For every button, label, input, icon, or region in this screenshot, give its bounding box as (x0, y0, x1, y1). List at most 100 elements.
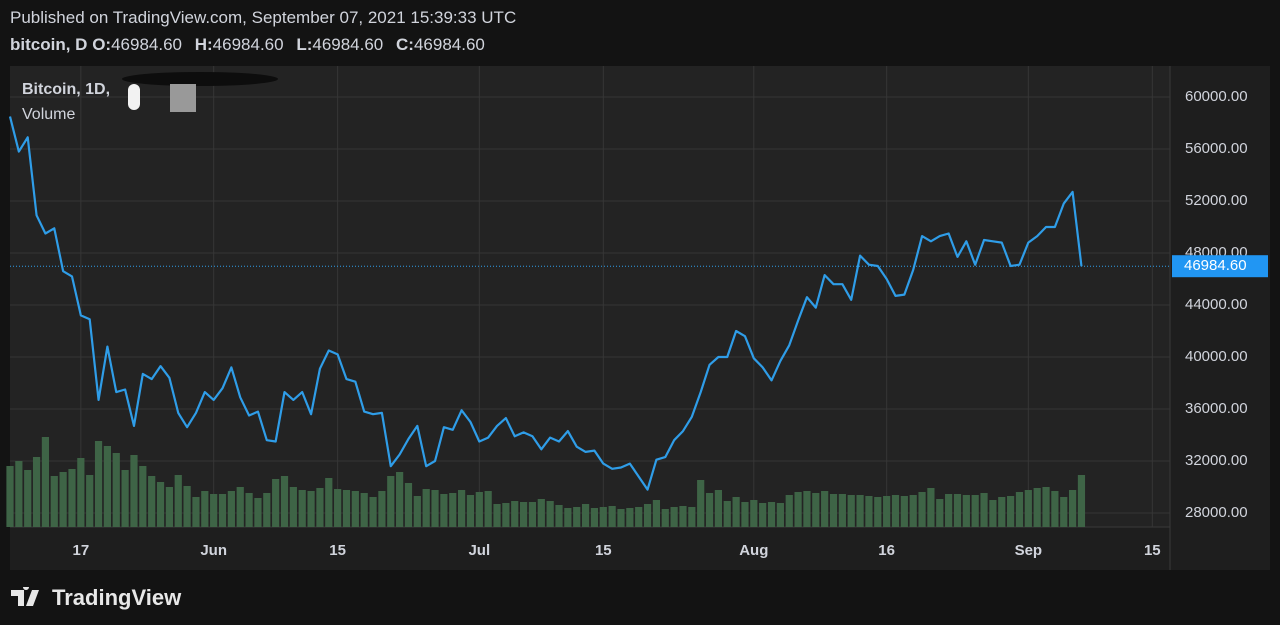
volume-bar (6, 466, 14, 527)
published-line: Published on TradingView.com, September … (10, 8, 517, 27)
volume-bar (847, 495, 855, 527)
volume-bar (741, 502, 749, 527)
volume-bar (998, 497, 1006, 527)
volume-bar (59, 472, 67, 527)
volume-bar (980, 493, 988, 527)
volume-bar (50, 476, 58, 527)
volume-bar (41, 437, 50, 527)
volume-bar (1007, 496, 1015, 527)
ohlc-label: H: (194, 35, 213, 54)
volume-bar (714, 490, 722, 527)
volume-bar (856, 495, 864, 527)
volume-bar (581, 504, 590, 527)
plot-area (10, 66, 1170, 527)
volume-bar (635, 507, 643, 527)
volume-bar (475, 492, 483, 527)
volume-bar (165, 487, 173, 527)
x-tick-label: 15 (1144, 542, 1161, 559)
volume-bar (776, 503, 784, 527)
volume-bar (254, 498, 262, 527)
redaction (170, 84, 196, 112)
volume-bar (705, 493, 714, 527)
y-tick-label: 44000.00 (1185, 296, 1248, 313)
volume-bar (130, 455, 138, 527)
volume-bar (785, 495, 793, 527)
volume-bar (174, 475, 182, 527)
ohlc-label: C: (396, 35, 414, 54)
volume-bar (201, 491, 209, 527)
volume-bar (387, 476, 395, 527)
x-tick-label: Jun (200, 542, 227, 559)
ohlc-label: L: (296, 35, 313, 54)
volume-bar (334, 489, 342, 527)
volume-bar (608, 506, 616, 527)
volume-bar (883, 496, 891, 527)
ohlc-value: 46984.60 (312, 35, 384, 54)
volume-bar (573, 507, 581, 527)
volume-bar (670, 507, 678, 527)
volume-bar (121, 470, 129, 527)
last-price-box (1172, 255, 1268, 278)
volume-bar (918, 492, 926, 527)
volume-bar (661, 509, 669, 527)
volume-bar (599, 507, 607, 527)
volume-bar (909, 495, 917, 527)
volume-bar (307, 491, 315, 527)
y-tick-label: 56000.00 (1185, 140, 1248, 157)
volume-bar (404, 483, 413, 527)
logo: TradingView (10, 585, 181, 611)
volume-bar (316, 488, 324, 527)
x-tick-label: 15 (595, 542, 612, 559)
redaction (128, 84, 140, 110)
volume-bar (962, 495, 970, 527)
volume-bar (112, 453, 120, 527)
volume-bar (502, 503, 510, 527)
volume-bar (263, 493, 271, 527)
volume-bar (812, 493, 820, 527)
volume-bar (865, 496, 873, 527)
volume-bar (86, 475, 94, 527)
legend-series: Bitcoin, 1D, (22, 81, 110, 98)
volume-bar (68, 469, 76, 527)
legend-volume: Volume (22, 106, 75, 123)
volume-bar (945, 494, 953, 527)
volume-bar (139, 466, 147, 527)
volume-bar (289, 487, 297, 527)
volume-bar (555, 505, 563, 527)
volume-bar (351, 491, 359, 527)
volume-bar (24, 470, 32, 527)
volume-bar (821, 491, 829, 527)
volume-bar (617, 509, 625, 527)
volume-bar (77, 458, 85, 527)
volume-bar (1042, 487, 1050, 527)
volume-bar (94, 441, 103, 527)
x-tick-label: Aug (739, 542, 768, 559)
y-tick-label: 60000.00 (1185, 88, 1248, 105)
volume-bar (280, 476, 289, 527)
volume-bar (626, 508, 634, 527)
volume-bar (218, 494, 227, 527)
volume-bar (1077, 475, 1086, 527)
volume-bar (360, 493, 368, 527)
volume-bar (900, 496, 908, 527)
price-lines (8, 116, 1170, 491)
volume-bar (1068, 490, 1077, 527)
volume-bar (1060, 497, 1068, 527)
symbol: bitcoin, D (10, 35, 88, 54)
volume-bar (1033, 488, 1041, 527)
volume-bar (493, 504, 501, 527)
y-tick-label: 36000.00 (1185, 400, 1248, 417)
volume-bar (723, 501, 731, 527)
volume-bar (325, 478, 333, 527)
volume-bar (971, 495, 979, 527)
volume-bar (936, 499, 944, 527)
volume-bar (272, 479, 280, 527)
redaction (122, 72, 278, 86)
volume-bar (511, 501, 519, 527)
logo-icon (11, 587, 39, 606)
volume-bar (342, 490, 351, 527)
volume-bar (767, 502, 776, 527)
volume-bar (227, 491, 235, 527)
